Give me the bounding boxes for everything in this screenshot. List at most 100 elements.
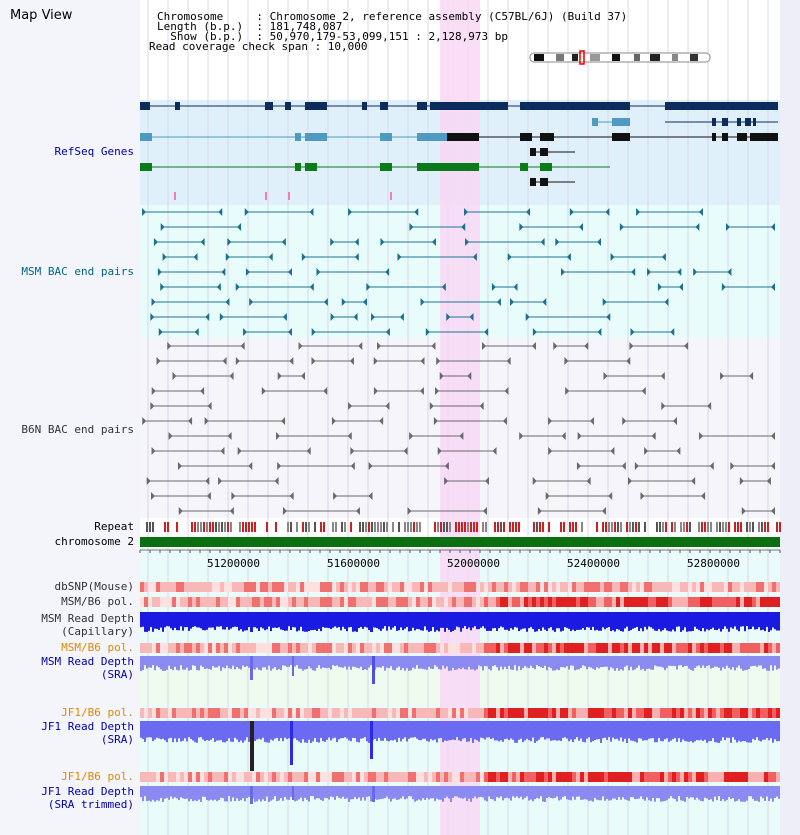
read-depth-bar — [526, 721, 528, 739]
read-depth-bar — [200, 721, 202, 738]
read-depth-bar — [288, 612, 290, 627]
bac-end-left — [235, 283, 240, 291]
polymorphism-strip — [656, 582, 660, 592]
bac-end-right — [597, 328, 602, 336]
repeat-mark — [305, 522, 307, 532]
read-depth-bar — [152, 786, 154, 800]
read-depth-bar — [320, 612, 322, 632]
polymorphism-strip — [220, 597, 224, 607]
polymorphism-strip — [472, 582, 476, 592]
polymorphism-strip — [284, 597, 288, 607]
read-depth-bar — [706, 612, 708, 630]
read-depth-bar — [682, 721, 684, 740]
read-depth-bar — [228, 612, 230, 630]
read-depth-bar — [218, 656, 220, 666]
read-depth-bar — [722, 721, 724, 738]
polymorphism-strip — [140, 772, 144, 782]
bac-end-left — [420, 298, 425, 306]
read-depth-bar — [646, 612, 648, 630]
read-depth-bar — [498, 786, 500, 798]
polymorphism-strip — [316, 582, 320, 592]
read-depth-bar — [776, 786, 778, 797]
bac-end-left — [739, 477, 744, 485]
polymorphism-strip — [448, 643, 452, 653]
read-depth-bar — [320, 656, 322, 669]
read-depth-bar — [518, 786, 520, 799]
bac-end-right — [323, 387, 328, 395]
polymorphism-strip — [436, 772, 440, 782]
polymorphism-strip — [388, 582, 392, 592]
polymorphism-strip — [704, 582, 708, 592]
polymorphism-strip — [172, 643, 176, 653]
polymorphism-strip — [600, 643, 604, 653]
gene-exon — [447, 133, 479, 141]
read-depth-bar — [774, 721, 776, 740]
read-depth-bar — [312, 786, 314, 797]
polymorphism-strip — [772, 597, 776, 607]
ideogram-band — [690, 54, 698, 61]
polymorphism-strip — [340, 708, 344, 718]
polymorphism-strip — [720, 643, 724, 653]
read-depth-bar — [256, 656, 258, 668]
polymorphism-strip — [492, 582, 496, 592]
read-depth-bar — [620, 656, 622, 670]
polymorphism-strip — [376, 708, 380, 718]
polymorphism-strip — [272, 772, 276, 782]
polymorphism-strip — [736, 708, 740, 718]
read-depth-bar — [156, 612, 158, 629]
read-depth-bar — [602, 656, 604, 668]
read-depth-bar — [266, 721, 268, 743]
polymorphism-strip — [376, 582, 380, 592]
read-depth-bar — [626, 612, 628, 627]
read-depth-bar — [490, 656, 492, 671]
read-depth-bar — [362, 786, 364, 798]
read-depth-bar — [412, 612, 414, 628]
polymorphism-strip — [396, 582, 400, 592]
polymorphism-strip — [532, 643, 536, 653]
polymorphism-strip — [248, 582, 252, 592]
polymorphism-strip — [472, 708, 476, 718]
bac-end-right — [441, 283, 446, 291]
polymorphism-strip — [448, 597, 452, 607]
read-depth-bar — [162, 656, 164, 671]
read-depth-bar — [418, 656, 420, 669]
polymorphism-strip — [172, 772, 176, 782]
read-depth-bar — [244, 612, 246, 631]
read-depth-bar — [732, 786, 734, 799]
read-depth-bar — [664, 786, 666, 801]
read-depth-bar — [476, 721, 478, 741]
read-depth-bar — [578, 612, 580, 630]
polymorphism-strip — [372, 582, 376, 592]
polymorphism-strip — [624, 708, 628, 718]
read-depth-bar — [370, 656, 372, 666]
polymorphism-strip — [280, 708, 284, 718]
read-depth-bar — [254, 786, 256, 802]
read-depth-bar — [266, 786, 268, 797]
bac-end-left — [629, 342, 634, 350]
read-depth-bar — [272, 612, 274, 628]
polymorphism-strip — [576, 708, 580, 718]
bac-end-right — [225, 298, 230, 306]
polymorphism-strip — [228, 708, 232, 718]
read-depth-bar — [330, 656, 332, 670]
repeat-mark — [560, 522, 562, 532]
repeat-mark — [380, 522, 382, 532]
read-depth-bar — [346, 721, 348, 739]
polymorphism-strip — [364, 597, 368, 607]
gene-mark — [265, 192, 267, 200]
read-depth-bar — [210, 612, 212, 628]
read-depth-bar — [726, 612, 728, 629]
read-depth-spike — [250, 612, 253, 632]
polymorphism-strip — [644, 708, 648, 718]
read-depth-bar — [240, 612, 242, 630]
read-depth-bar — [588, 786, 590, 801]
polymorphism-strip — [592, 643, 596, 653]
read-depth-bar — [238, 786, 240, 801]
polymorphism-strip — [260, 772, 264, 782]
polymorphism-strip — [200, 708, 204, 718]
repeat-mark — [419, 522, 421, 532]
read-depth-bar — [278, 721, 280, 741]
read-depth-bar — [170, 656, 172, 669]
polymorphism-strip — [324, 582, 328, 592]
